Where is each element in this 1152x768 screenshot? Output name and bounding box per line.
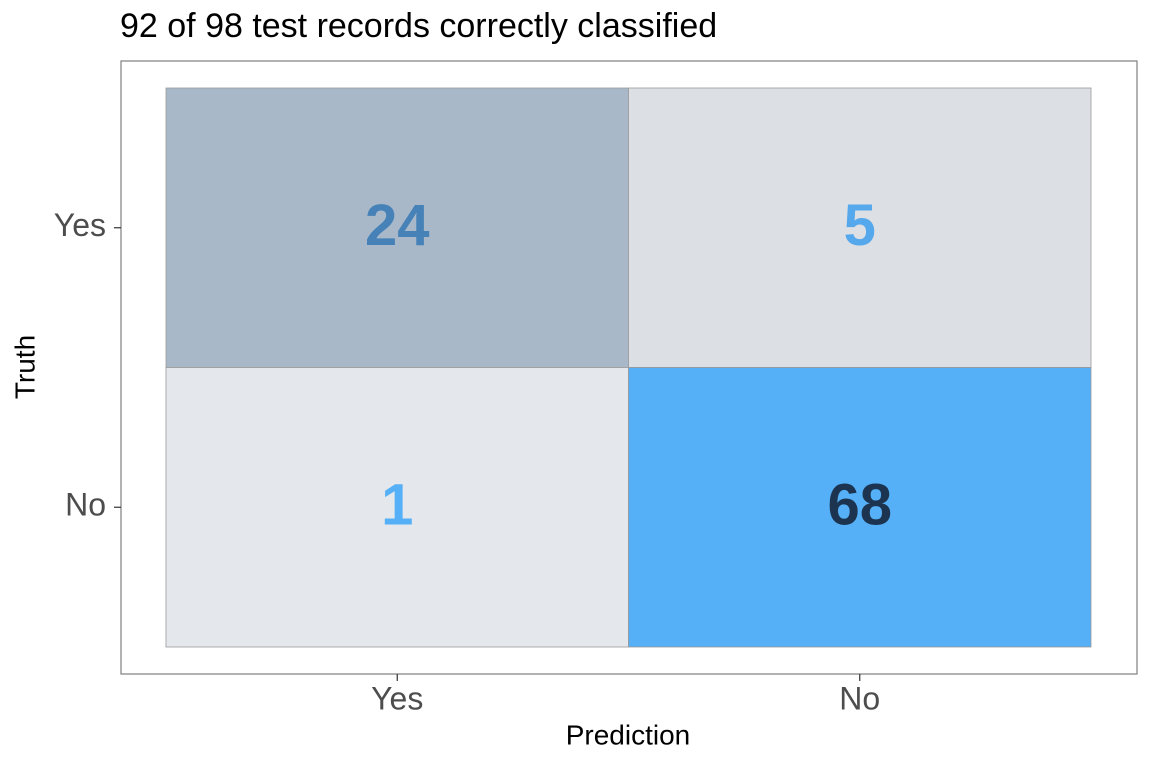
heatmap-cell	[628, 87, 1092, 368]
x-axis-label: Prediction	[566, 719, 691, 750]
cell-label: 1	[381, 473, 413, 538]
y-axis-label: Truth	[9, 335, 40, 399]
x-tick-label: Yes	[371, 680, 423, 716]
cell-label: 5	[844, 193, 876, 258]
y-tick-label: Yes	[54, 207, 106, 243]
y-tick-label: No	[65, 487, 106, 523]
cell-label: 68	[827, 473, 892, 538]
panel-border	[120, 60, 1138, 675]
heatmap-cell	[165, 367, 629, 648]
heatmap-cell	[628, 367, 1092, 648]
cell-label: 24	[365, 193, 430, 258]
chart-title: 92 of 98 test records correctly classifi…	[120, 7, 717, 45]
x-tick-label: No	[839, 680, 880, 716]
heatmap-cell	[165, 87, 629, 368]
